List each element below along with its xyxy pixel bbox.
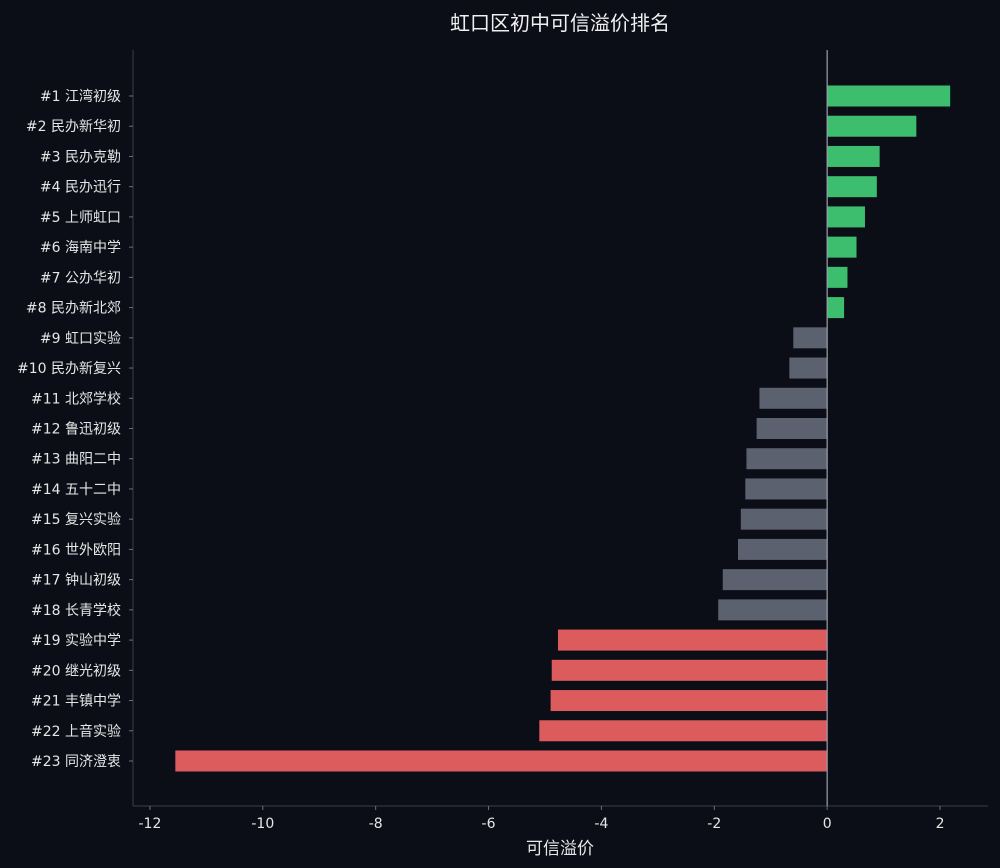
bar-2 xyxy=(827,115,917,137)
x-tick-label--8: -8 xyxy=(369,816,383,832)
bar-21 xyxy=(550,690,828,712)
x-tick-label--12: -12 xyxy=(138,816,161,832)
y-tick-label-23: #23 同济澄衷 xyxy=(31,753,121,770)
x-tick-label--10: -10 xyxy=(251,816,274,832)
y-tick-label-10: #10 民办新复兴 xyxy=(17,360,121,377)
x-tick-label-0: 0 xyxy=(823,816,832,832)
x-tick-label--6: -6 xyxy=(482,816,496,832)
y-tick-label-13: #13 曲阳二中 xyxy=(31,452,121,468)
y-tick-label-1: #1 江湾初级 xyxy=(40,88,121,105)
bar-1 xyxy=(827,85,951,107)
bar-15 xyxy=(740,508,828,530)
bar-23 xyxy=(175,750,828,772)
y-tick-label-4: #4 民办迅行 xyxy=(40,180,121,196)
bar-4 xyxy=(827,176,877,198)
y-tick-label-3: #3 民办克勒 xyxy=(40,149,121,165)
chart-title: 虹口区初中可信溢价排名 xyxy=(450,11,670,35)
x-tick-label--2: -2 xyxy=(707,816,721,832)
x-tick-label--4: -4 xyxy=(594,816,608,832)
y-tick-label-5: #5 上师虹口 xyxy=(40,210,121,226)
y-tick-label-9: #9 虹口实验 xyxy=(40,331,121,347)
plot-area: #1 江湾初级 #2 民办新华初 #3 民办克勒 #4 民办迅行 #5 上师虹口 #6 海… xyxy=(17,50,988,832)
bar-13 xyxy=(746,448,828,470)
y-tick-label-18: #18 长青学校 xyxy=(31,602,121,619)
bar-8 xyxy=(827,297,845,319)
y-tick-label-11: #11 北郊学校 xyxy=(31,390,121,407)
y-tick-label-6: #6 海南中学 xyxy=(40,240,121,256)
y-tick-label-2: #2 民办新华初 xyxy=(26,118,121,135)
bar-14 xyxy=(745,478,828,500)
bar-19 xyxy=(557,629,828,651)
bar-20 xyxy=(551,659,828,681)
bar-11 xyxy=(759,387,828,409)
bar-10 xyxy=(789,357,828,379)
y-tick-label-19: #19 实验中学 xyxy=(31,633,121,649)
x-axis-label: 可信溢价 xyxy=(526,839,594,859)
bar-3 xyxy=(827,145,880,167)
y-tick-label-20: #20 继光初级 xyxy=(31,662,121,679)
y-tick-label-7: #7 公办华初 xyxy=(40,269,121,286)
bar-9 xyxy=(793,327,828,349)
bar-12 xyxy=(756,418,828,439)
y-tick-label-16: #16 世外欧阳 xyxy=(31,542,121,558)
y-tick-label-17: #17 钟山初级 xyxy=(31,572,121,589)
bar-7 xyxy=(827,266,848,288)
y-tick-label-15: #15 复兴实验 xyxy=(31,511,121,528)
bar-16 xyxy=(737,538,828,560)
bar-22 xyxy=(539,720,828,742)
bar-18 xyxy=(718,599,828,621)
bar-17 xyxy=(722,569,828,591)
bar-5 xyxy=(827,206,865,228)
y-tick-label-22: #22 上音实验 xyxy=(31,723,121,740)
bar-6 xyxy=(827,236,857,258)
y-tick-label-21: #21 丰镇中学 xyxy=(31,694,121,710)
y-tick-label-12: #12 鲁迅初级 xyxy=(31,421,121,438)
y-tick-label-14: #14 五十二中 xyxy=(31,482,121,498)
y-tick-label-8: #8 民办新北郊 xyxy=(26,300,121,317)
x-tick-label-2: 2 xyxy=(936,816,945,832)
